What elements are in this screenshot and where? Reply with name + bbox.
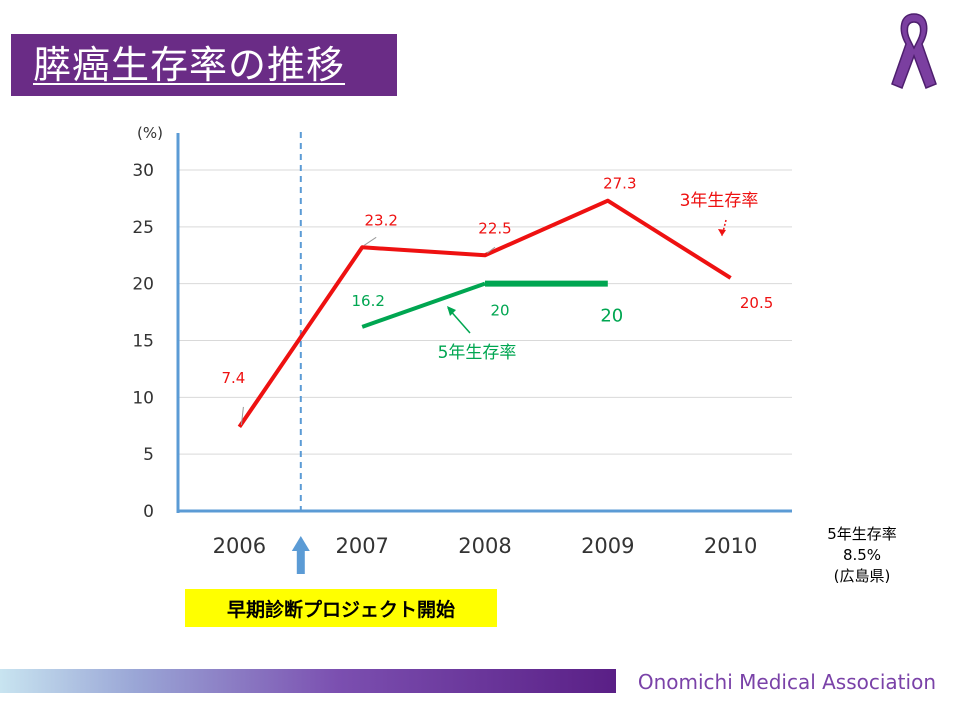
data-label-5yr: 20: [600, 306, 623, 327]
x-tick-label: 2009: [581, 534, 634, 558]
data-label-3yr: 7.4: [221, 369, 245, 387]
series-line-5yr: [361, 281, 486, 329]
data-label-5yr: 16.2: [351, 292, 384, 310]
series-name-5yr: 5年生存率: [438, 343, 517, 363]
arrow-head-icon: [718, 229, 726, 236]
x-tick-label: 2006: [213, 534, 266, 558]
data-label-5yr: 20: [490, 302, 509, 320]
x-tick-label: 2007: [335, 534, 388, 558]
hiroshima-note-line2: 8.5%: [842, 546, 882, 564]
hiroshima-note: 5年生存率 8.5% (広島県): [812, 524, 912, 587]
up-arrow-icon: [291, 536, 310, 574]
project-start-callout: 早期診断プロジェクト開始: [185, 589, 497, 627]
hiroshima-note-line1: 5年生存率: [827, 525, 897, 543]
y-tick-label: 20: [132, 275, 154, 295]
arrow-head-icon: [447, 306, 456, 316]
page-title: 膵癌生存率の推移: [33, 43, 346, 87]
data-label-leader: [240, 406, 244, 425]
data-label-3yr: 20.5: [740, 294, 773, 312]
data-label-3yr: 23.2: [364, 211, 397, 229]
footer-gradient-bar: [0, 669, 616, 693]
title-banner: 膵癌生存率の推移: [11, 34, 397, 96]
awareness-ribbon-icon: [891, 13, 937, 89]
y-tick-label: 10: [132, 388, 154, 408]
footer-organization: Onomichi Medical Association: [637, 670, 936, 694]
x-tick-label: 2010: [704, 534, 757, 558]
y-tick-label: 25: [132, 218, 154, 238]
x-tick-label: 2008: [458, 534, 511, 558]
data-label-3yr: 22.5: [478, 219, 511, 237]
data-label-leader: [486, 246, 496, 254]
data-label-leader: [363, 236, 377, 246]
y-tick-label: 30: [132, 161, 154, 181]
hiroshima-note-line3: (広島県): [833, 567, 891, 585]
series-line-3yr: [237, 198, 732, 429]
data-label-3yr: 27.3: [603, 175, 636, 193]
project-start-label: 早期診断プロジェクト開始: [226, 598, 455, 621]
series-name-3yr: 3年生存率: [680, 191, 759, 211]
y-tick-label: 0: [143, 502, 154, 522]
y-tick-label: 5: [143, 445, 154, 465]
y-tick-label: 15: [132, 332, 154, 352]
y-axis-unit: (%): [137, 124, 163, 142]
